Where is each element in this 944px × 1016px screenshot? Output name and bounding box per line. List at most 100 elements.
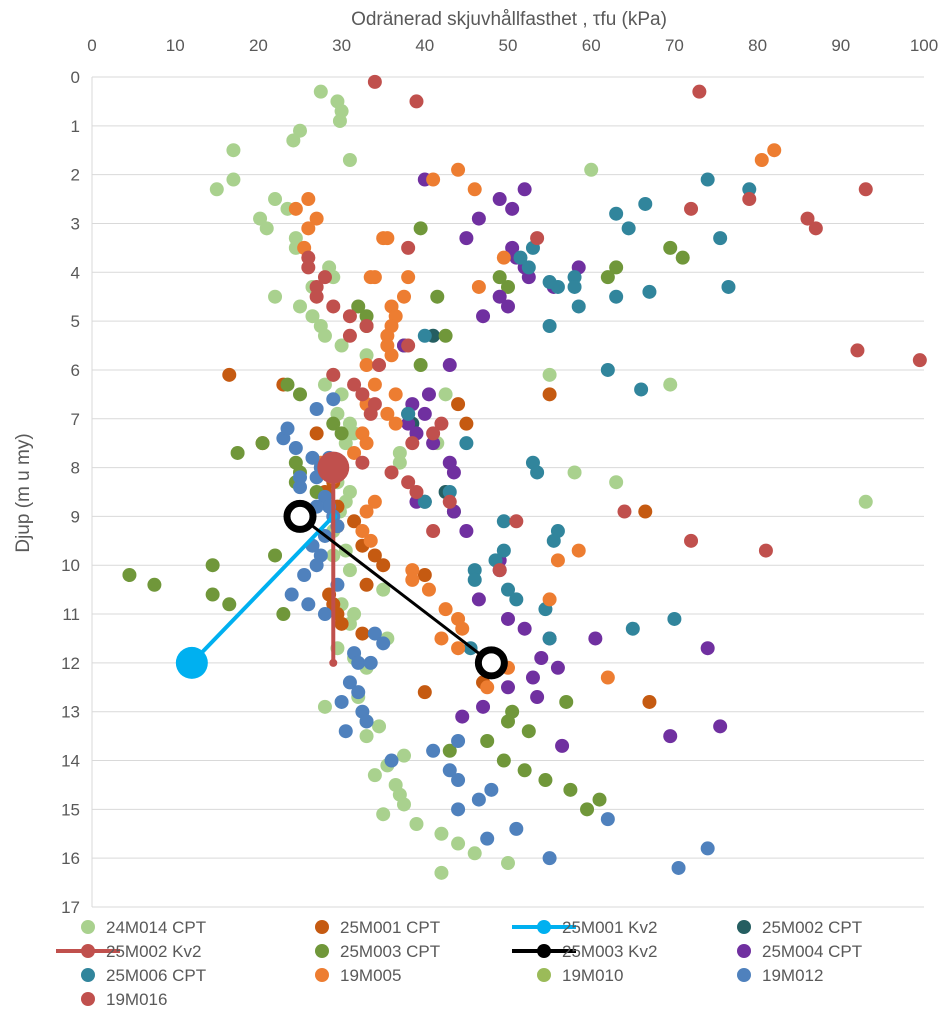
legend-entry: 25M006 CPT <box>81 966 206 985</box>
data-point <box>567 465 582 480</box>
data-point <box>609 289 624 304</box>
data-point <box>700 841 715 856</box>
data-point <box>496 250 511 265</box>
data-point <box>326 416 341 431</box>
legend-entry: 19M016 <box>81 990 167 1009</box>
data-point <box>496 514 511 529</box>
data-point <box>388 416 403 431</box>
data-point <box>451 734 466 748</box>
data-point <box>372 719 387 734</box>
data-point <box>397 748 411 763</box>
data-point <box>858 182 873 197</box>
data-point <box>401 475 416 490</box>
data-point <box>501 714 515 729</box>
legend-entry: 25M001 Kv2 <box>512 918 657 937</box>
data-point <box>380 231 395 246</box>
data-point <box>205 587 220 602</box>
data-point <box>309 402 324 416</box>
data-point <box>850 343 865 358</box>
data-point <box>555 738 570 753</box>
data-point <box>471 211 486 226</box>
data-point <box>334 616 349 631</box>
data-point <box>663 377 678 392</box>
data-point <box>409 817 424 831</box>
data-point <box>301 260 316 275</box>
data-point <box>542 319 557 333</box>
data-point <box>621 221 636 236</box>
legend-entry: 25M003 Kv2 <box>512 942 657 961</box>
data-point <box>492 563 507 578</box>
data-point <box>329 658 338 667</box>
data-point <box>459 231 474 246</box>
data-point <box>600 362 615 377</box>
data-point <box>401 406 416 421</box>
data-point <box>301 221 316 236</box>
data-point <box>638 196 653 211</box>
data-point <box>467 563 482 578</box>
data-point <box>326 367 341 382</box>
data-point <box>609 206 624 221</box>
legend-label: 25M004 CPT <box>762 942 862 961</box>
data-point <box>288 201 303 216</box>
data-point <box>351 685 366 700</box>
data-point <box>259 221 274 236</box>
data-point <box>542 367 557 382</box>
data-point <box>355 387 370 402</box>
data-point <box>713 719 728 734</box>
data-point <box>692 84 707 99</box>
data-point <box>147 577 162 592</box>
legend-label: 25M003 Kv2 <box>562 942 657 961</box>
y-tick-label: 7 <box>71 410 80 429</box>
series-19m016 <box>301 74 927 578</box>
data-point <box>638 504 653 519</box>
data-point <box>376 807 391 822</box>
data-point <box>571 543 586 558</box>
data-point <box>405 572 420 587</box>
legend-marker <box>81 992 95 1006</box>
data-point <box>317 377 332 392</box>
data-point <box>471 592 486 607</box>
data-point <box>471 279 486 294</box>
legend-marker <box>81 968 95 982</box>
data-point <box>342 328 357 343</box>
data-point <box>684 201 699 216</box>
data-point <box>459 436 474 451</box>
data-point <box>530 465 545 480</box>
data-point <box>384 348 399 363</box>
data-point <box>342 309 357 324</box>
data-point <box>542 592 557 607</box>
legend-entry: 19M005 <box>315 966 401 985</box>
data-point <box>367 74 382 89</box>
data-point <box>409 485 424 499</box>
data-point <box>580 802 595 817</box>
data-point <box>226 143 241 158</box>
data-point <box>467 182 482 197</box>
data-point <box>426 172 441 187</box>
data-point <box>305 450 320 465</box>
data-point <box>301 250 316 265</box>
x-tick-label: 0 <box>87 36 96 55</box>
y-tick-label: 12 <box>61 654 80 673</box>
data-point <box>501 582 515 597</box>
data-point <box>550 553 565 568</box>
y-tick-label: 15 <box>61 800 80 819</box>
data-point <box>222 597 237 612</box>
y-tick-label: 6 <box>71 361 80 380</box>
series-19m012 <box>276 392 715 875</box>
data-point <box>355 524 370 539</box>
series-25m002-kv2 <box>317 451 350 667</box>
data-point <box>625 621 640 636</box>
data-point <box>492 289 507 304</box>
x-tick-label: 30 <box>332 36 351 55</box>
data-point <box>293 480 307 495</box>
data-point <box>367 377 382 392</box>
data-point <box>642 284 657 299</box>
legend-label: 25M002 Kv2 <box>106 942 201 961</box>
data-point <box>542 387 557 402</box>
data-point <box>317 607 332 622</box>
data-point <box>571 299 586 314</box>
data-point <box>426 436 441 451</box>
data-point <box>480 831 495 846</box>
